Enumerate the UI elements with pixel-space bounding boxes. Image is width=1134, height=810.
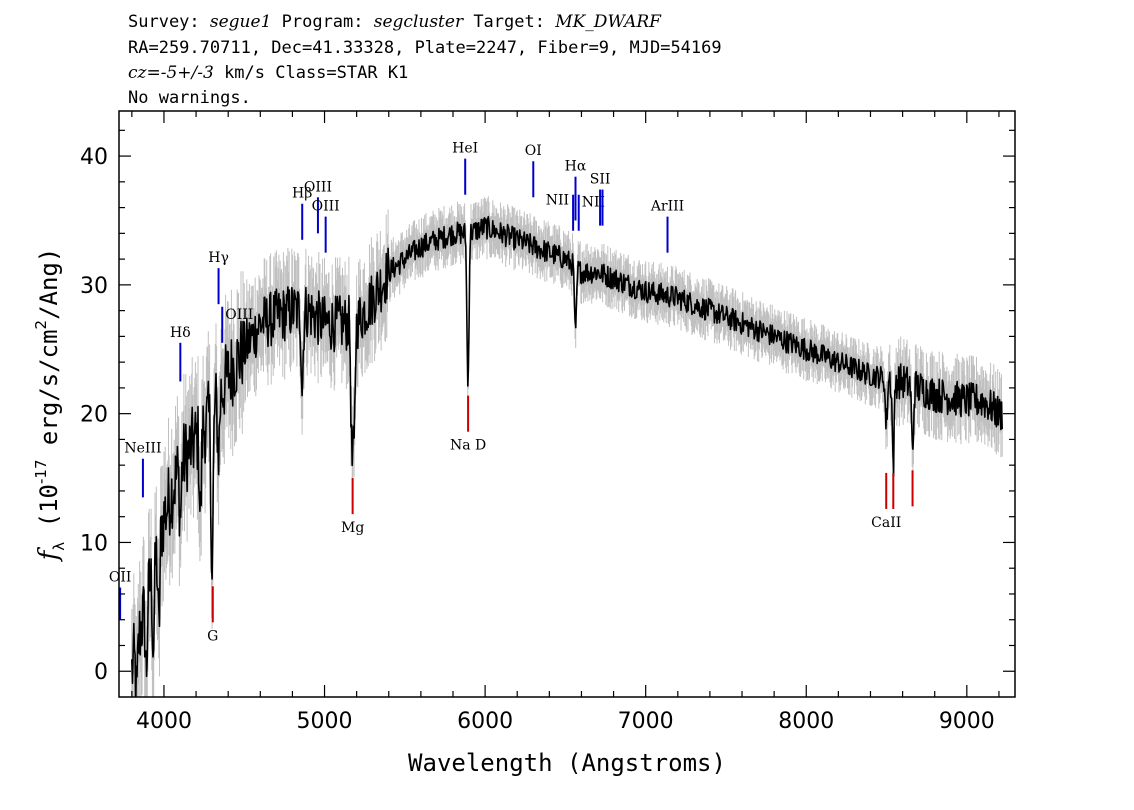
y-label-exponent2: 2: [32, 320, 50, 330]
spectral-line-label: Hβ: [292, 186, 312, 202]
y-label-mid: erg/s/cm: [35, 329, 63, 459]
spectral-line-label: OII: [109, 570, 132, 586]
y-axis-title-text: fλ (10-17 erg/s/cm2/Ang): [32, 248, 68, 563]
header-redshift-line: cz=-5+/-3 km/s Class=STAR K1: [128, 63, 408, 83]
spectral-line-label: HeI: [452, 141, 478, 157]
header-span: cz=-5+/-3: [128, 63, 214, 83]
y-tick-label: 40: [80, 145, 108, 170]
y-tick-label: 0: [94, 660, 108, 685]
header-span: segcluster: [374, 12, 464, 32]
spectral-line-label: Hα: [565, 159, 587, 175]
y-label-exponent: -17: [32, 460, 50, 485]
x-tick-label: 7000: [618, 709, 674, 734]
x-tick-label: 4000: [136, 709, 192, 734]
plot-frame: [118, 110, 1016, 698]
spectral-line-label: OIII: [312, 199, 340, 215]
header-span: km/s Class=STAR K1: [214, 63, 408, 83]
axis-ticks: 4000 5000 6000 7000 8000 9000 0 10 20 30 40: [80, 111, 1015, 734]
spectral-line-label: G: [207, 628, 218, 644]
header-span: segue1: [210, 12, 272, 32]
header-span: Target:: [463, 12, 555, 32]
header-coordinates-line: RA=259.70711, Dec=41.33328, Plate=2247, …: [128, 38, 722, 58]
spectral-line-label: CaII: [871, 515, 901, 531]
x-tick-label: 6000: [457, 709, 513, 734]
y-tick-label: 30: [80, 274, 108, 299]
header-span: MK_DWARF: [554, 12, 662, 32]
x-tick-label: 9000: [939, 709, 995, 734]
x-tick-label: 5000: [297, 709, 353, 734]
y-label-subscript: λ: [50, 542, 68, 551]
header-warnings-line: No warnings.: [128, 88, 251, 108]
spectral-line-label: SII: [590, 172, 611, 188]
header-span: Survey:: [128, 12, 210, 32]
y-axis-title: fλ (10-17 erg/s/cm2/Ang): [32, 248, 68, 563]
flux-error-band: [131, 196, 1003, 697]
flux-spectrum-line: [131, 215, 1003, 697]
header-survey-line: Survey: segue1 Program: segcluster Targe…: [128, 12, 662, 32]
header-span: Program:: [271, 12, 373, 32]
y-tick-label: 10: [80, 531, 108, 556]
spectral-line-label: NeIII: [124, 441, 161, 457]
spectral-line-label: OIII: [304, 179, 332, 195]
spectrum-header: Survey: segue1 Program: segcluster Targe…: [128, 12, 722, 108]
x-axis-title: Wavelength (Angstroms): [408, 749, 726, 777]
spectral-line-label: Mg: [341, 520, 364, 536]
y-tick-label: 20: [80, 403, 108, 428]
y-label-pre: (10: [35, 484, 63, 542]
spectral-line-label: NII: [546, 193, 569, 209]
spectral-line-label: ArIII: [650, 199, 684, 215]
x-tick-label: 8000: [778, 709, 834, 734]
spectral-line-label: OI: [525, 143, 542, 159]
spectral-line-label: Hδ: [170, 325, 191, 341]
spectral-line-label: OIII: [225, 307, 253, 323]
y-label-post: /Ang): [35, 248, 63, 320]
spectral-line-label: Na D: [450, 438, 486, 454]
spectral-line-label: Hγ: [208, 250, 229, 266]
